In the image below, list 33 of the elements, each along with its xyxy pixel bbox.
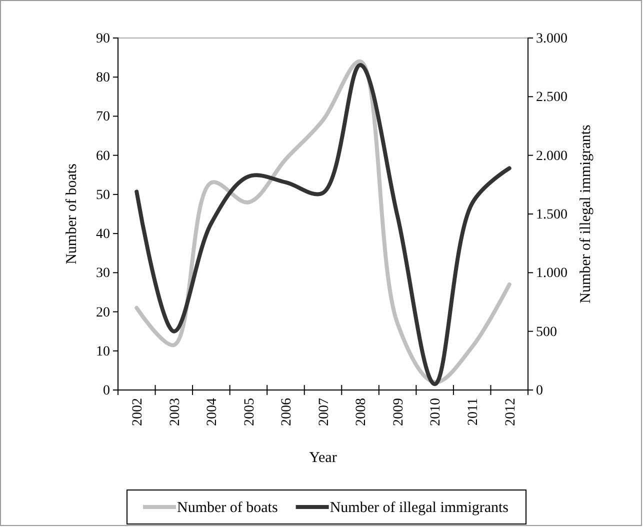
y2-tick-label: 2.500 [536, 90, 568, 106]
y-tick-label: 20 [96, 305, 110, 320]
x-tick-label: 2007 [316, 398, 332, 426]
x-tick-label: 2002 [130, 398, 146, 426]
y-tick-label: 30 [96, 266, 110, 282]
y-tick-label: 10 [96, 344, 110, 360]
y-tick-label: 90 [96, 31, 110, 46]
y-tick-label: 70 [96, 110, 110, 125]
legend-label: Number of illegal immigrants [330, 500, 509, 516]
y-tick-label: 50 [96, 188, 110, 203]
y2-tick-label: 3.000 [536, 31, 568, 46]
y-axis-title: Number of boats [64, 163, 80, 264]
y2-tick-label: 1.500 [536, 207, 568, 222]
x-tick-label: 2004 [205, 398, 220, 426]
y-tick-label: 0 [103, 383, 110, 398]
x-tick-label: 2006 [280, 398, 295, 426]
y2-tick-label: 1.000 [536, 266, 568, 282]
y-tick-label: 60 [96, 148, 110, 164]
x-tick-label: 2010 [428, 398, 444, 426]
x-tick-label: 2012 [503, 398, 518, 426]
x-tick-label: 2005 [242, 398, 258, 426]
x-tick-label: 2011 [466, 398, 481, 426]
x-axis-title: Year [309, 450, 337, 466]
legend-label: Number of boats [177, 500, 278, 516]
y2-tick-label: 2.000 [536, 148, 568, 164]
y2-tick-label: 500 [536, 324, 557, 340]
y-tick-label: 40 [96, 227, 110, 242]
y-tick-label: 80 [96, 70, 110, 86]
x-tick-label: 2009 [391, 398, 406, 426]
y2-axis-title: Number of illegal immigrants [578, 124, 594, 304]
x-tick-label: 2008 [354, 398, 370, 426]
x-tick-label: 2003 [168, 398, 183, 426]
y2-tick-label: 0 [536, 383, 543, 398]
